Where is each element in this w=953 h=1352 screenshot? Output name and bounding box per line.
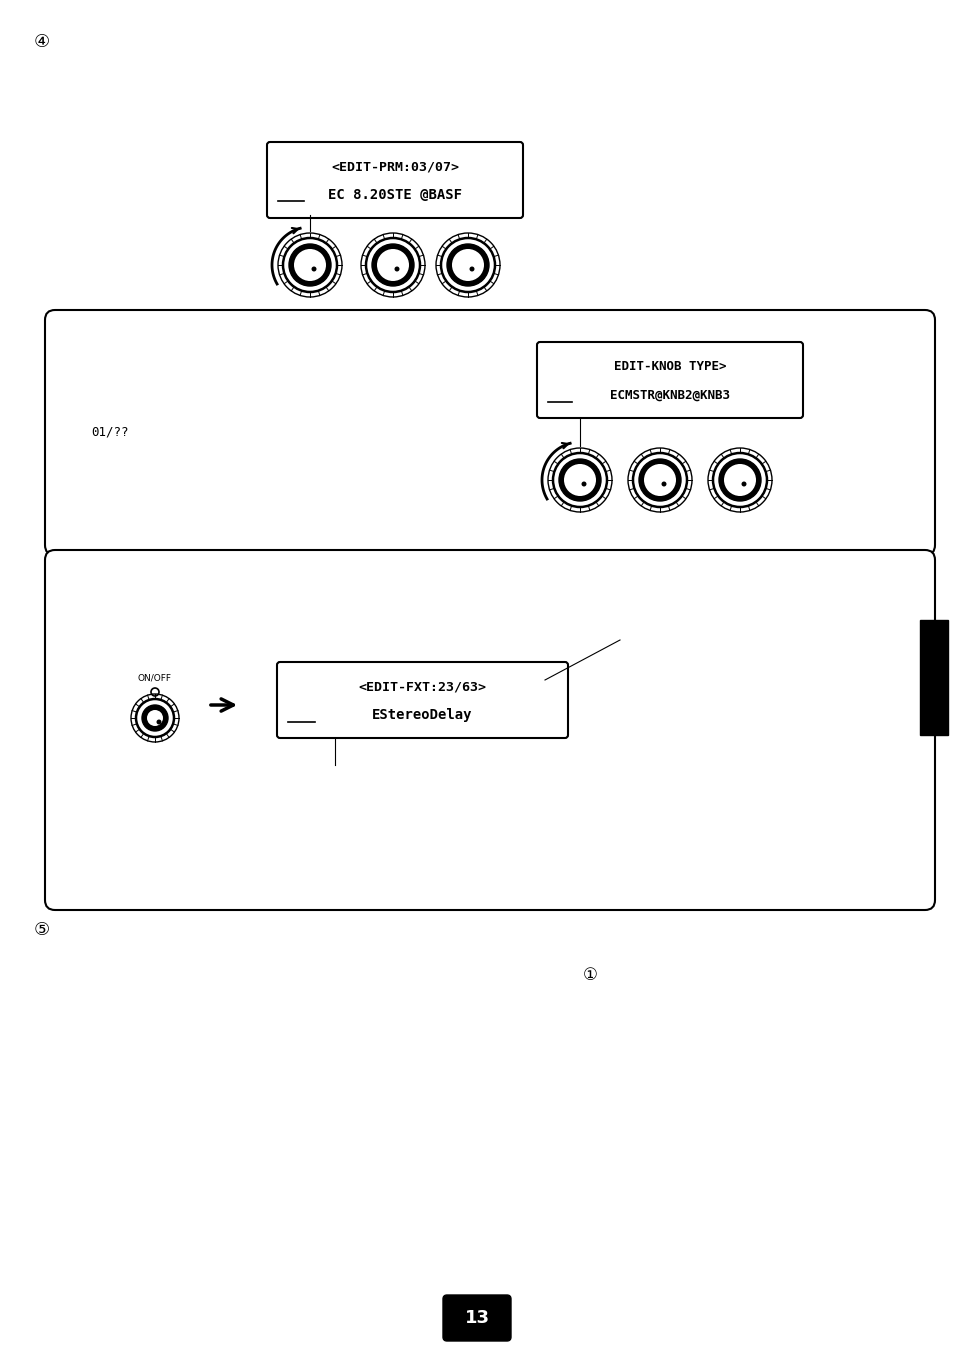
FancyBboxPatch shape — [267, 142, 522, 218]
FancyBboxPatch shape — [276, 662, 567, 738]
FancyBboxPatch shape — [45, 550, 934, 910]
Circle shape — [563, 464, 596, 496]
Circle shape — [723, 464, 755, 496]
Text: ⑤: ⑤ — [34, 921, 50, 940]
Circle shape — [639, 458, 680, 502]
Circle shape — [142, 704, 168, 731]
Circle shape — [643, 464, 676, 496]
Text: EDIT-KNOB TYPE>: EDIT-KNOB TYPE> — [613, 361, 725, 373]
Text: <EDIT-FXT:23/63>: <EDIT-FXT:23/63> — [358, 680, 486, 694]
Bar — [919, 621, 947, 735]
Circle shape — [312, 266, 316, 272]
Text: 01/??: 01/?? — [91, 426, 129, 439]
Circle shape — [660, 481, 666, 487]
Text: <EDIT-PRM:03/07>: <EDIT-PRM:03/07> — [331, 161, 458, 173]
FancyBboxPatch shape — [442, 1295, 511, 1341]
Circle shape — [156, 719, 161, 725]
Circle shape — [581, 481, 586, 487]
Text: ECMSTR@KNB2@KNB3: ECMSTR@KNB2@KNB3 — [609, 388, 729, 402]
Circle shape — [372, 243, 414, 287]
Circle shape — [447, 243, 489, 287]
Circle shape — [289, 243, 331, 287]
Circle shape — [469, 266, 474, 272]
Text: 13: 13 — [464, 1309, 489, 1328]
Circle shape — [740, 481, 745, 487]
Circle shape — [147, 710, 163, 726]
Text: EStereoDelay: EStereoDelay — [372, 708, 473, 722]
Circle shape — [395, 266, 399, 272]
FancyBboxPatch shape — [537, 342, 802, 418]
Text: ON/OFF: ON/OFF — [138, 673, 172, 683]
Circle shape — [294, 249, 326, 281]
Text: ①: ① — [582, 965, 597, 984]
Circle shape — [376, 249, 409, 281]
FancyBboxPatch shape — [45, 310, 934, 556]
Circle shape — [452, 249, 483, 281]
Circle shape — [558, 458, 600, 502]
Circle shape — [719, 458, 760, 502]
Text: EC 8.20STE @BASF: EC 8.20STE @BASF — [328, 188, 461, 201]
Text: ④: ④ — [34, 32, 50, 51]
Text: Deutsch: Deutsch — [936, 656, 946, 699]
